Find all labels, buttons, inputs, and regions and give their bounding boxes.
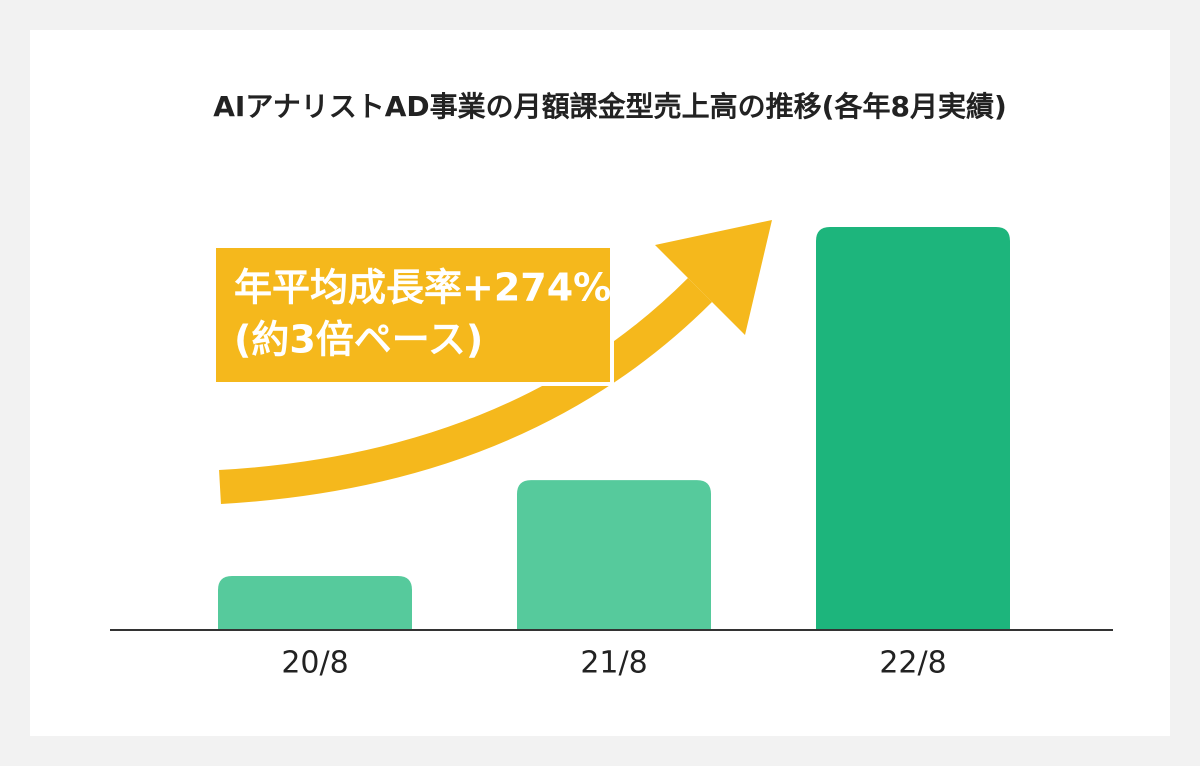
plot	[218, 227, 1010, 630]
x-tick-label: 21/8	[580, 646, 647, 681]
chart-title: AIアナリストAD事業の月額課金型売上高の推移(各年8月実績)	[213, 90, 1007, 123]
annotation-line: (約3倍ペース)	[234, 318, 483, 362]
bar	[517, 480, 711, 630]
x-tick-label: 22/8	[879, 646, 946, 681]
annotation-box	[212, 244, 614, 386]
bar	[816, 227, 1010, 630]
trend-arrow	[219, 277, 713, 504]
arrow-head	[655, 220, 772, 335]
x-tick-label: 20/8	[281, 646, 348, 681]
annotation-line: 年平均成長率+274%	[234, 266, 611, 310]
bar	[218, 575, 412, 630]
